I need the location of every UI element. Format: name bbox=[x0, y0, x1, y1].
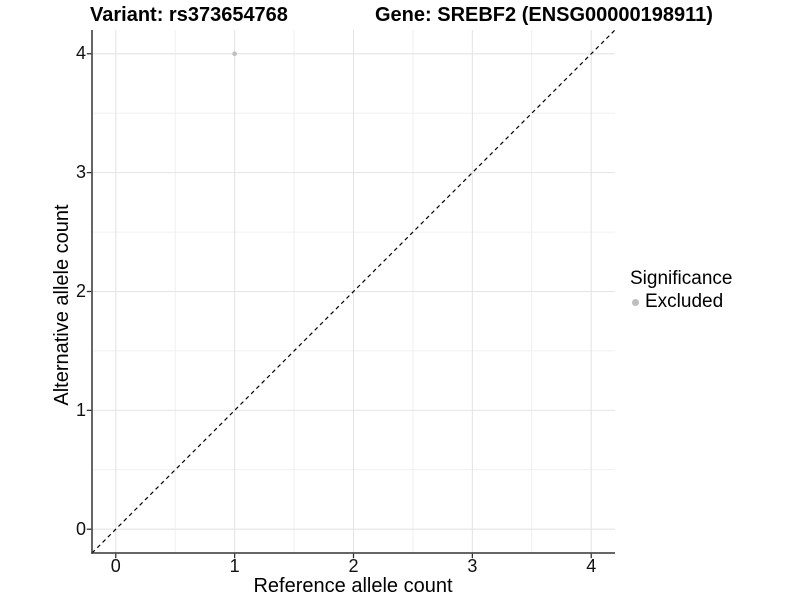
y-tick-label: 2 bbox=[75, 281, 86, 301]
x-tick-label: 0 bbox=[110, 556, 121, 576]
excluded-point-icon bbox=[632, 298, 639, 306]
data-point bbox=[232, 51, 237, 57]
y-tick-label: 4 bbox=[75, 43, 86, 64]
x-axis-label: Reference allele count bbox=[253, 575, 453, 597]
variant-title: Variant: rs373654768 bbox=[90, 4, 288, 26]
legend-title: Significance bbox=[630, 268, 733, 289]
y-tick-label: 3 bbox=[75, 162, 86, 183]
legend-item-label: Excluded bbox=[645, 291, 724, 312]
x-tick-label: 3 bbox=[467, 556, 478, 576]
y-tick-label: 0 bbox=[75, 518, 86, 539]
legend: Significance Excluded bbox=[630, 268, 732, 313]
gene-title: Gene: SREBF2 (ENSG00000198911) bbox=[375, 4, 713, 26]
x-tick-label: 2 bbox=[348, 556, 359, 576]
y-axis-label: Alternative allele count bbox=[51, 204, 73, 406]
identity-dashed-line bbox=[91, 29, 616, 554]
x-tick-label: 4 bbox=[586, 556, 597, 576]
x-tick-label: 1 bbox=[229, 556, 240, 576]
legend-item-excluded: Excluded bbox=[630, 291, 732, 313]
y-tick-label: 1 bbox=[75, 399, 86, 420]
